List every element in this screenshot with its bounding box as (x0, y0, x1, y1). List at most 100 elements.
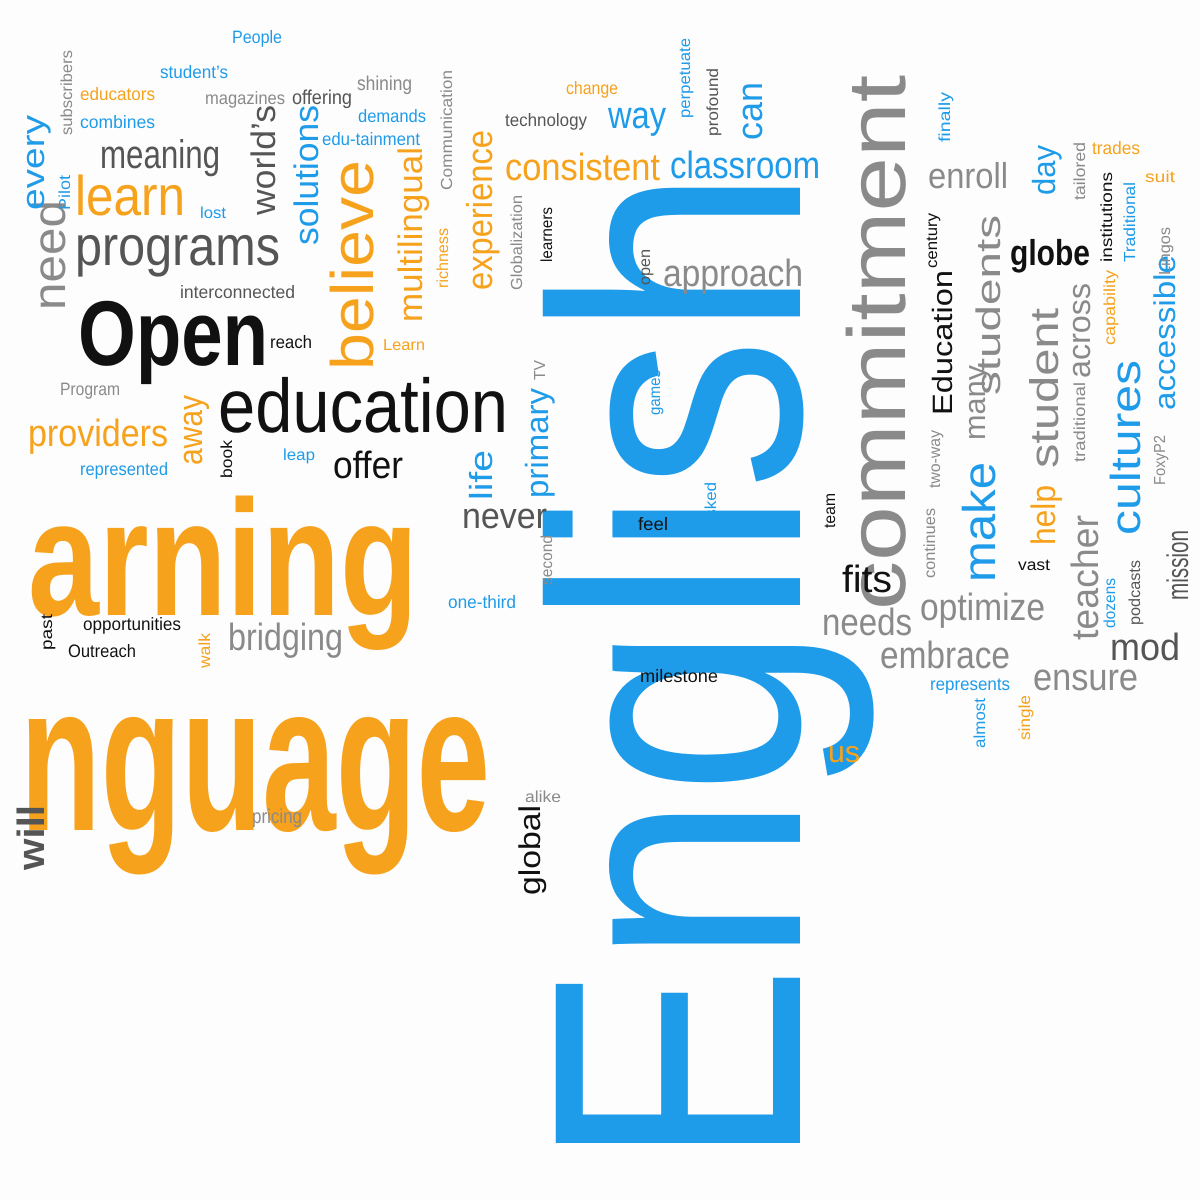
word-lingos: Lingos (1157, 227, 1174, 275)
word-technology: technology (505, 110, 587, 130)
word-day: day (1026, 145, 1062, 195)
word-podcasts: podcasts (1127, 560, 1144, 625)
word-across: across (1061, 283, 1097, 378)
word-way: way (607, 95, 666, 137)
word-continues: continues (922, 508, 939, 578)
word-demands: demands (358, 106, 426, 126)
word-alike: alike (525, 789, 561, 806)
word-learning: arning (28, 466, 418, 650)
word-open: Open (78, 283, 268, 385)
word-outreach: Outreach (68, 641, 136, 661)
word-edutainment: edu-tainment (322, 129, 420, 149)
word-language: nguage (20, 640, 490, 875)
word-century: century (924, 213, 941, 268)
word-never: never (462, 495, 547, 536)
word-perpetuate: perpetuate (677, 38, 694, 118)
word-english: English (480, 168, 878, 1168)
word-shining: shining (357, 73, 412, 95)
word-commitment: commitment (832, 75, 923, 610)
word-walk: walk (197, 632, 214, 669)
word-many: many (959, 365, 992, 440)
word-opportunities: opportunities (83, 614, 181, 634)
word-multilingual: multilingual (392, 147, 430, 322)
word-reach: reach (270, 332, 312, 352)
word-profound: profound (705, 68, 722, 136)
word-education2: Education (927, 270, 958, 415)
word-offering: offering (292, 87, 352, 109)
word-students: students (970, 215, 1008, 395)
word-book: book (219, 439, 236, 478)
word-program: Program (60, 379, 120, 399)
word-ensure: ensure (1033, 657, 1138, 699)
word-traditional-cap: Traditional (1122, 182, 1139, 262)
word-asked: asked (703, 482, 720, 527)
word-milestone: milestone (640, 666, 718, 686)
word-lost: lost (200, 205, 227, 222)
word-tailored: tailored (1072, 142, 1089, 200)
word-classroom: classroom (670, 145, 820, 187)
word-life: life (463, 450, 499, 500)
word-onethird: one-third (448, 592, 516, 612)
word-represented: represented (80, 459, 168, 479)
word-feel: feel (638, 514, 668, 534)
word-magazines: magazines (205, 88, 285, 108)
word-past: past (39, 613, 56, 650)
word-meaning: meaning (100, 133, 220, 177)
word-subscribers: subscribers (59, 50, 76, 135)
word-experience: experience (459, 130, 500, 290)
word-approach: approach (663, 253, 803, 295)
word-need: need (23, 200, 75, 310)
word-enroll: enroll (928, 155, 1008, 196)
word-can: can (729, 82, 770, 140)
word-team: team (822, 493, 839, 528)
word-cultures: cultures (1102, 360, 1149, 535)
word-pilot: Pilot (57, 174, 74, 210)
word-almost: almost (972, 697, 989, 748)
word-mission: mission (1162, 530, 1195, 600)
word-us: us (828, 736, 860, 769)
word-solutions: solutions (288, 105, 326, 245)
word-believe: believe (319, 160, 386, 370)
word-mod: mod (1110, 627, 1180, 669)
word-primary: primary (519, 388, 555, 498)
word-accessible: accessible (1149, 255, 1182, 410)
word-global: global (514, 805, 547, 895)
word-away: away (172, 395, 210, 465)
word-will: will (11, 805, 53, 871)
word-combines: combines (80, 112, 155, 132)
word-single: single (1017, 695, 1034, 740)
word-tv: TV (532, 360, 549, 380)
word-programs: programs (75, 214, 280, 277)
word-second: second (539, 535, 556, 585)
word-educators: educators (80, 84, 155, 104)
word-institutions: institutions (1099, 172, 1116, 262)
word-traditional: traditional (1072, 382, 1089, 462)
word-education: education (218, 364, 508, 449)
word-trades: trades (1092, 138, 1140, 158)
word-student: student (1023, 308, 1067, 468)
word-games: games (647, 370, 664, 415)
word-providers: providers (28, 413, 168, 455)
word-embrace: embrace (880, 635, 1010, 677)
word-finally: finally (937, 92, 954, 142)
word-globe: globe (1010, 232, 1090, 273)
word-richness: richness (435, 228, 452, 288)
word-learn: learn (75, 164, 185, 227)
word-dozens: dozens (1102, 578, 1119, 628)
word-represents: represents (930, 674, 1010, 694)
word-learn2: Learn (383, 337, 425, 354)
word-make: make (953, 462, 1005, 582)
word-optimize: optimize (920, 587, 1045, 629)
word-capability: capability (1102, 270, 1119, 345)
word-suit: suit (1145, 169, 1176, 186)
word-communication: Communication (439, 70, 456, 190)
word-globalization: Globalization (509, 195, 526, 290)
word-worlds: world’s (245, 105, 283, 216)
word-needs: needs (822, 602, 912, 644)
word-interconnected: interconnected (180, 282, 295, 302)
word-people: People (232, 27, 282, 47)
word-leap: leap (283, 447, 315, 464)
word-foxyp2: FoxyP2 (1152, 435, 1169, 485)
